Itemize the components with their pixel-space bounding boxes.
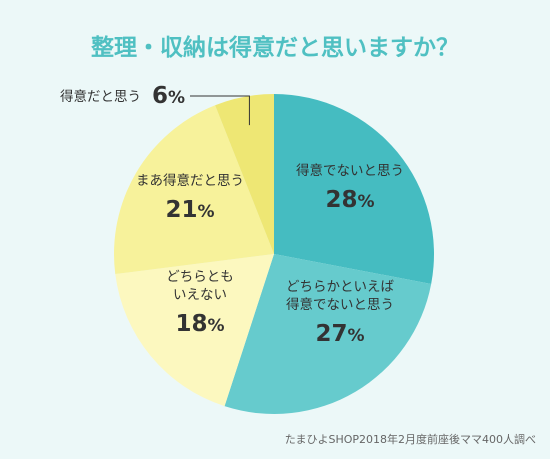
- slice-label-3-line-1: どちらとも: [166, 269, 234, 285]
- pie-labels: 得意でないと思う28%どちらかといえば得意でないと思う27%どちらともいえない1…: [60, 83, 404, 347]
- chart-source: たまひよSHOP2018年2月度前座後ママ400人調べ: [285, 432, 536, 446]
- slice-label-3-line-2: いえない: [173, 287, 227, 303]
- slice-label-2-line-1: どちらかといえば: [286, 279, 394, 295]
- pie-slice-2: [224, 254, 432, 414]
- slice-value-2: 27%: [315, 321, 364, 347]
- pie-slice-5: [215, 94, 274, 254]
- slice-value-3: 18%: [175, 311, 224, 337]
- slice-value-4: 21%: [165, 197, 214, 223]
- slice-value-5: 6%: [152, 83, 185, 109]
- chart-title: 整理・収納は得意だと思いますか？: [91, 34, 459, 61]
- pie-slices: [114, 94, 434, 414]
- slice-label-5-line-1: 得意だと思う: [60, 88, 141, 105]
- slice-value-1: 28%: [325, 187, 374, 213]
- slice-label-2-line-2: 得意でないと思う: [286, 296, 394, 313]
- pie-slice-4: [114, 105, 274, 275]
- leader-line-5: [190, 95, 250, 126]
- slice-label-4-line-1: まあ得意だと思う: [136, 172, 244, 189]
- slice-label-1-line-1: 得意でないと思う: [296, 162, 404, 179]
- pie-slice-3: [115, 254, 274, 407]
- pie-slice-1: [274, 94, 434, 284]
